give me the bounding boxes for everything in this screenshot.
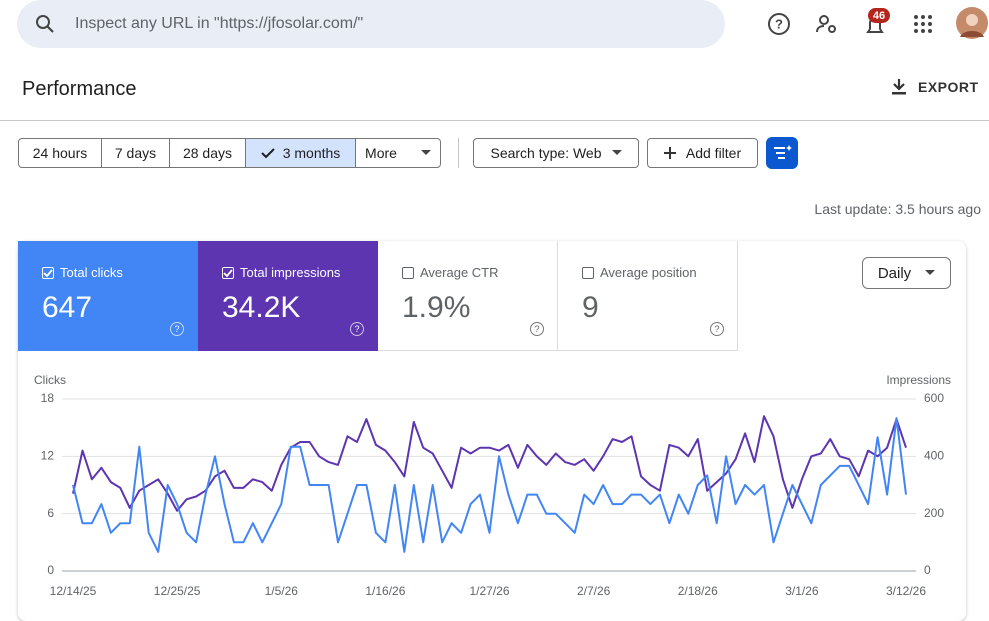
- y2-tick-label: 0: [924, 563, 931, 577]
- x-tick-label: 12/14/25: [50, 584, 97, 598]
- help-icon[interactable]: ?: [710, 322, 724, 336]
- metric-label: Total impressions: [240, 265, 341, 280]
- dropdown-arrow: [925, 270, 936, 275]
- filter-settings-button[interactable]: [766, 137, 798, 169]
- metric-card[interactable]: Total clicks 647?: [18, 241, 198, 351]
- svg-text:?: ?: [775, 16, 783, 31]
- metric-label: Total clicks: [60, 265, 123, 280]
- help-icon[interactable]: ?: [350, 322, 364, 336]
- metric-card[interactable]: Average CTR 1.9%?: [378, 241, 558, 351]
- apps-icon[interactable]: [913, 14, 933, 34]
- series-line: [72, 415, 907, 512]
- admin-icon[interactable]: [814, 11, 840, 37]
- metric-checkbox[interactable]: [402, 267, 414, 279]
- y-tick-label: 18: [41, 391, 55, 405]
- notification-count: 46: [873, 10, 885, 22]
- y-tick-label: 0: [47, 563, 54, 577]
- x-tick-label: 3/1/26: [785, 584, 819, 598]
- metric-checkbox[interactable]: [42, 267, 54, 279]
- granularity-button[interactable]: Daily: [862, 257, 951, 289]
- notifications-icon[interactable]: 46: [862, 8, 896, 38]
- x-tick-label: 12/25/25: [154, 584, 201, 598]
- metric-checkbox[interactable]: [222, 267, 234, 279]
- metric-checkbox[interactable]: [582, 267, 594, 279]
- add-filter-label: Add filter: [685, 145, 742, 161]
- range-label: 28 days: [182, 145, 233, 161]
- filter-icon: [774, 145, 792, 159]
- x-tick-label: 2/7/26: [577, 584, 611, 598]
- range-button[interactable]: 3 months: [245, 138, 356, 168]
- separator: [458, 138, 459, 168]
- y-tick-label: 12: [41, 449, 55, 463]
- range-label: 3 months: [282, 145, 341, 161]
- search-icon: [36, 15, 54, 33]
- y2-tick-label: 200: [924, 506, 944, 520]
- divider: [0, 120, 989, 121]
- dropdown-arrow: [420, 150, 431, 155]
- add-filter-button[interactable]: Add filter: [647, 138, 758, 168]
- chart: 0 6 12 18 0 200 400 600 Clicks Impressions 12/14/2…: [34, 373, 951, 598]
- search-type-button[interactable]: Search type: Web: [473, 138, 639, 168]
- range-button[interactable]: 24 hours: [18, 138, 102, 168]
- range-button[interactable]: 7 days: [101, 138, 170, 168]
- y2-tick-label: 400: [924, 449, 944, 463]
- check-icon: [43, 269, 53, 278]
- search-placeholder: Inspect any URL in "https://jfosolar.com…: [75, 15, 364, 32]
- dropdown-arrow: [611, 150, 622, 155]
- range-button[interactable]: More: [355, 138, 441, 168]
- metric-value: 34.2K: [222, 291, 301, 324]
- range-label: 24 hours: [32, 145, 88, 161]
- x-tick-label: 1/16/26: [365, 584, 405, 598]
- metric-value: 1.9%: [402, 291, 471, 324]
- help-icon[interactable]: ?: [766, 11, 792, 37]
- check-icon: [260, 147, 275, 158]
- download-icon: [892, 79, 906, 95]
- metric-value: 647: [42, 291, 93, 324]
- last-update: Last update: 3.5 hours ago: [814, 201, 981, 217]
- x-tick-label: 1/27/26: [469, 584, 509, 598]
- page-title: Performance: [22, 78, 137, 100]
- y2-tick-label: 600: [924, 391, 944, 405]
- x-tick-label: 1/5/26: [265, 584, 299, 598]
- range-label: 7 days: [114, 145, 157, 161]
- search-bar[interactable]: Inspect any URL in "https://jfosolar.com…: [17, 0, 725, 48]
- x-tick-label: 2/18/26: [678, 584, 718, 598]
- search-type-label: Search type: Web: [490, 145, 602, 161]
- avatar[interactable]: [956, 7, 988, 39]
- plus-icon: [663, 147, 676, 159]
- export-label: EXPORT: [918, 79, 979, 95]
- x-tick-label: 3/12/26: [886, 584, 926, 598]
- y2-axis-title: Impressions: [886, 373, 951, 387]
- y-axis-title: Clicks: [34, 373, 66, 387]
- metric-value: 9: [582, 291, 599, 324]
- help-icon[interactable]: ?: [170, 322, 184, 336]
- metric-label: Average CTR: [420, 265, 499, 280]
- y-tick-label: 6: [47, 506, 54, 520]
- series-line: [72, 417, 907, 553]
- metric-card[interactable]: Average position 9?: [558, 241, 738, 351]
- metric-card[interactable]: Total impressions 34.2K?: [198, 241, 378, 351]
- range-label: More: [365, 145, 397, 161]
- check-icon: [223, 269, 233, 278]
- granularity-label: Daily: [877, 264, 912, 282]
- help-icon[interactable]: ?: [530, 322, 544, 336]
- range-button[interactable]: 28 days: [169, 138, 246, 168]
- metric-label: Average position: [600, 265, 697, 280]
- export-button[interactable]: EXPORT: [890, 78, 979, 96]
